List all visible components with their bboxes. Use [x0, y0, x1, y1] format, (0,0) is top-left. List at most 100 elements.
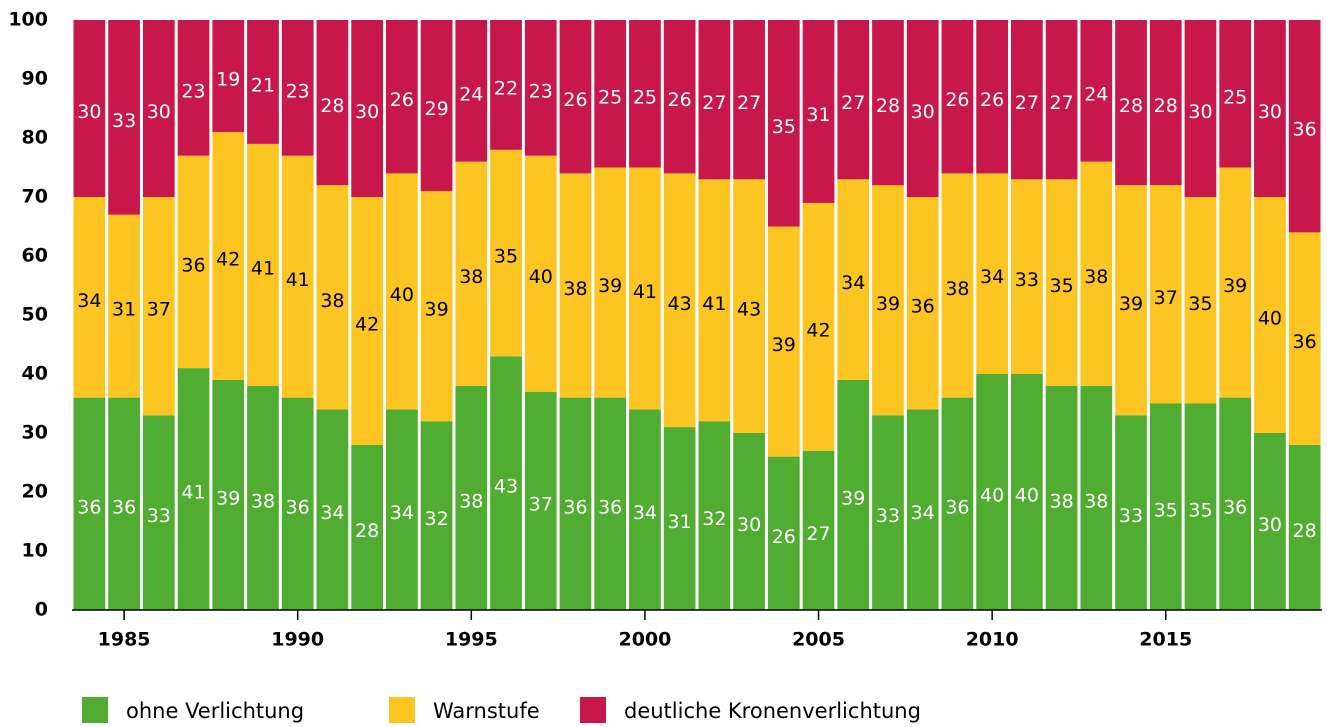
- bar-segment: [663, 427, 696, 610]
- value-label: 28: [1154, 95, 1178, 117]
- bar-segment: [212, 379, 245, 610]
- bar-segment: [941, 173, 974, 398]
- bar-segment: [490, 356, 522, 610]
- bar-segment: [941, 397, 974, 610]
- value-label: 30: [1258, 514, 1282, 536]
- bar-segment: [524, 391, 557, 610]
- bar-segment: [108, 397, 140, 610]
- bar-segment: [837, 20, 870, 180]
- value-label: 39: [424, 299, 448, 321]
- value-label: 37: [147, 299, 171, 321]
- value-label: 42: [216, 249, 240, 271]
- legend-label: ohne Verlichtung: [126, 699, 304, 723]
- value-label: 34: [841, 272, 865, 294]
- value-label: 35: [1188, 293, 1212, 315]
- value-label: 38: [563, 278, 587, 300]
- bar-segment: [906, 409, 939, 610]
- bar-segment: [976, 374, 1008, 610]
- legend-swatch: [580, 697, 606, 723]
- y-tick-label: 40: [22, 363, 48, 385]
- bar-segment: [490, 20, 522, 150]
- bar-segment: [1254, 20, 1286, 197]
- bar-segment: [698, 421, 731, 610]
- x-tick-label: 2010: [966, 629, 1019, 651]
- bar-segment: [594, 167, 627, 398]
- bar-segment: [698, 179, 731, 422]
- bar-segment: [1149, 403, 1182, 610]
- value-label: 27: [806, 523, 830, 545]
- value-label: 26: [563, 89, 587, 111]
- y-tick-label: 10: [22, 540, 48, 562]
- value-label: 36: [563, 496, 587, 518]
- bar-segment: [1045, 385, 1078, 610]
- value-label: 33: [1119, 505, 1143, 527]
- bar-segment: [976, 173, 1008, 374]
- bar-segment: [386, 409, 418, 610]
- bar-segment: [1080, 161, 1113, 386]
- bar-segment: [455, 20, 488, 162]
- bar-segment: [1288, 232, 1321, 445]
- value-label: 34: [633, 502, 657, 524]
- value-label: 39: [841, 487, 865, 509]
- value-label: 35: [1154, 499, 1178, 521]
- bar-segment: [1080, 20, 1113, 162]
- value-label: 32: [424, 508, 448, 530]
- value-label: 36: [945, 496, 969, 518]
- value-label: 37: [529, 493, 553, 515]
- bar-segment: [1219, 20, 1252, 168]
- value-label: 39: [1223, 275, 1247, 297]
- value-label: 31: [112, 299, 136, 321]
- bar-segment: [629, 409, 661, 610]
- bar-segment: [802, 20, 835, 203]
- bar-segment: [837, 179, 870, 380]
- y-tick-label: 60: [22, 245, 48, 267]
- bar-segment: [386, 20, 418, 174]
- bar-segment: [490, 149, 522, 357]
- value-label: 26: [980, 89, 1004, 111]
- value-label: 41: [702, 293, 726, 315]
- bar-segment: [1115, 415, 1147, 610]
- bar-segment: [281, 20, 314, 156]
- value-label: 35: [1188, 499, 1212, 521]
- bar-segment: [629, 20, 661, 168]
- y-tick-label: 0: [35, 599, 48, 621]
- bar-segment: [177, 20, 210, 156]
- value-label: 39: [772, 334, 796, 356]
- bar-segment: [73, 397, 106, 610]
- value-label: 21: [251, 74, 275, 96]
- value-label: 40: [1258, 308, 1282, 330]
- bar-segment: [872, 185, 904, 416]
- bar-segment: [351, 20, 383, 197]
- value-label: 28: [1293, 520, 1317, 542]
- bar-segment: [1254, 197, 1286, 433]
- value-label: 28: [1119, 95, 1143, 117]
- bar-segment: [142, 415, 175, 610]
- bar-segment: [142, 20, 175, 197]
- value-label: 26: [945, 89, 969, 111]
- bar-segment: [941, 20, 974, 174]
- value-label: 40: [529, 266, 553, 288]
- bar-segment: [455, 161, 488, 386]
- value-label: 22: [494, 77, 518, 99]
- bar-segment: [559, 173, 592, 398]
- legend-swatch: [389, 697, 415, 723]
- y-tick-label: 90: [22, 68, 48, 90]
- value-label: 35: [772, 116, 796, 138]
- value-label: 38: [459, 266, 483, 288]
- value-label: 30: [1188, 101, 1212, 123]
- bar-segment: [767, 226, 800, 457]
- value-label: 25: [598, 86, 622, 108]
- bar-segment: [767, 20, 800, 227]
- bar-segment: [142, 197, 175, 416]
- value-label: 33: [147, 505, 171, 527]
- bar-segment: [733, 20, 765, 180]
- value-label: 36: [112, 496, 136, 518]
- bar-segment: [837, 379, 870, 610]
- value-label: 30: [355, 101, 379, 123]
- value-label: 28: [320, 95, 344, 117]
- y-tick-label: 50: [22, 304, 48, 326]
- value-label: 35: [494, 246, 518, 268]
- bar-segment: [1184, 20, 1217, 197]
- bar-segment: [247, 20, 279, 144]
- bar-segment: [1254, 433, 1286, 610]
